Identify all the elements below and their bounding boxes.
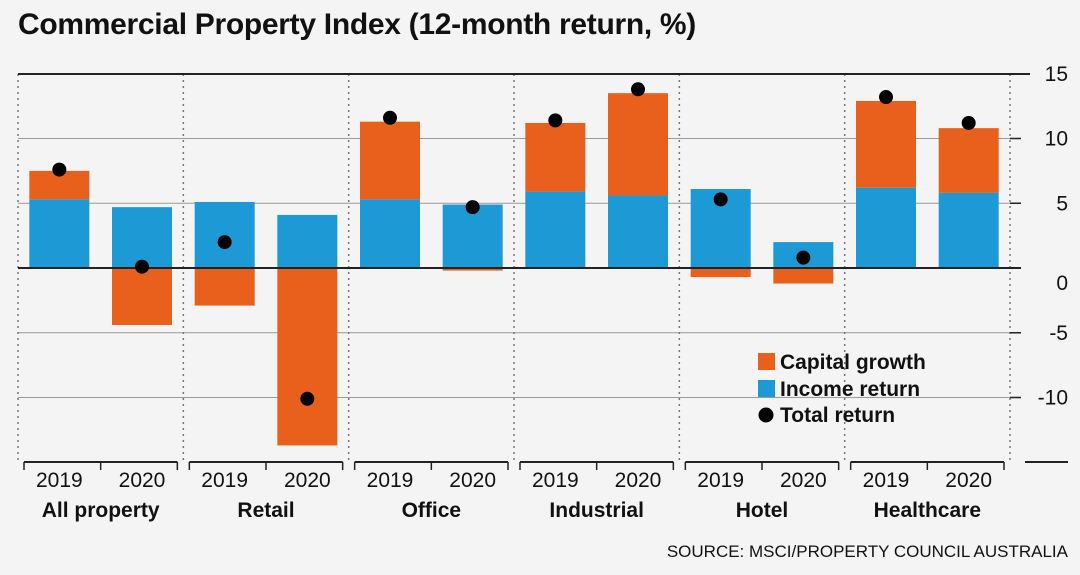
year-label: 2019	[36, 469, 83, 492]
total-return-dot	[135, 259, 149, 274]
y-tick-label: 5	[1056, 192, 1068, 215]
total-return-dot	[548, 113, 563, 128]
group-label: Healthcare	[874, 499, 981, 522]
income-bar	[277, 214, 338, 268]
capital-bar	[690, 268, 751, 278]
total-return-dot	[465, 200, 480, 215]
axis-labels: 15 10 5 -5 -10 0 2019 2020 All property 2019 2020 R…	[36, 63, 1068, 522]
total-return-dots	[52, 82, 976, 406]
y-tick-label: -5	[1049, 322, 1068, 345]
group-label: All property	[42, 499, 160, 522]
legend-label: Total return	[780, 404, 895, 427]
total-return-dot	[961, 115, 976, 130]
capital-bar	[773, 268, 834, 284]
capital-bar	[277, 268, 338, 446]
axes	[18, 73, 1068, 470]
income-bar	[608, 195, 668, 268]
year-bracket	[684, 462, 840, 470]
y-tick-label: 15	[1045, 63, 1068, 86]
total-return-dot	[52, 162, 67, 177]
year-label: 2020	[945, 469, 992, 492]
total-return-dot	[713, 192, 728, 207]
income-bar	[194, 201, 255, 268]
group-label: Industrial	[549, 499, 644, 522]
total-return-dot	[217, 235, 232, 250]
capital-bar	[856, 100, 916, 188]
capital-bar	[938, 128, 999, 193]
y-tick-label: 0	[1056, 272, 1068, 295]
income-bar	[938, 192, 999, 268]
year-label: 2020	[615, 469, 662, 492]
year-label: 2019	[697, 469, 744, 492]
bars	[29, 93, 999, 446]
y-tick-label: 10	[1045, 128, 1068, 151]
total-return-dot	[383, 110, 397, 125]
capital-bar	[608, 93, 668, 196]
legend-label: Capital growth	[780, 351, 926, 374]
year-bracket	[519, 462, 675, 470]
year-label: 2020	[449, 469, 496, 492]
income-bar	[360, 199, 420, 268]
total-return-dot	[879, 90, 893, 105]
group-label: Office	[402, 499, 462, 522]
year-label: 2020	[119, 469, 166, 492]
income-bar	[856, 187, 916, 268]
year-label: 2019	[201, 469, 248, 492]
income-bar	[442, 204, 503, 268]
year-label: 2020	[284, 469, 331, 492]
legend-label: Income return	[780, 378, 920, 401]
legend: Capital growth Income return Total return	[758, 351, 926, 427]
income-bar	[29, 199, 90, 268]
group-label: Retail	[237, 499, 294, 522]
year-label: 2019	[863, 469, 910, 492]
capital-bar	[442, 268, 503, 271]
total-return-dot	[300, 391, 315, 406]
capital-bar	[525, 122, 586, 192]
year-label: 2019	[532, 469, 579, 492]
year-bracket	[188, 462, 344, 470]
income-return-swatch	[758, 380, 775, 397]
income-bar	[112, 207, 172, 268]
capital-growth-swatch	[758, 353, 775, 370]
group-label: Hotel	[736, 499, 789, 522]
capital-bar	[360, 121, 420, 200]
y-tick-label: -10	[1038, 387, 1068, 410]
year-bracket	[23, 462, 179, 470]
year-label: 2020	[780, 469, 827, 492]
year-label: 2019	[367, 469, 414, 492]
total-return-swatch	[758, 407, 774, 423]
total-return-dot	[631, 82, 645, 97]
chart-title: Commercial Property Index (12-month retu…	[18, 8, 697, 41]
capital-bar	[194, 268, 255, 306]
source-note: SOURCE: MSCI/PROPERTY COUNCIL AUSTRALIA	[666, 542, 1068, 561]
income-bar	[525, 191, 586, 268]
year-bracket	[849, 462, 1005, 470]
year-bracket	[353, 462, 509, 470]
total-return-dot	[796, 250, 811, 265]
capital-bar	[112, 268, 172, 325]
